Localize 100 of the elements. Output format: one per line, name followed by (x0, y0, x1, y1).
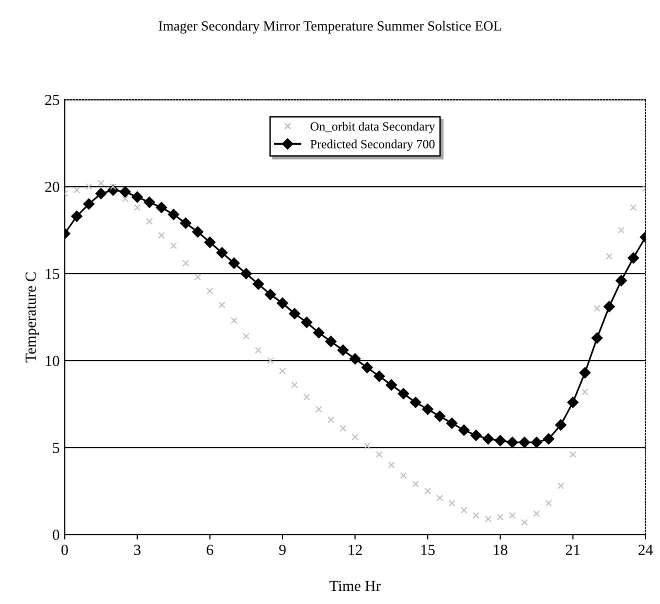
point (120, 186, 131, 198)
point (170, 242, 177, 250)
point (518, 436, 530, 448)
point (362, 362, 373, 374)
point (352, 434, 358, 440)
point (240, 268, 252, 280)
point (230, 317, 238, 324)
y-tick-label: 15 (46, 268, 60, 280)
point (618, 226, 625, 234)
y-tick-label: 5 (53, 442, 60, 454)
y-tick-label: 0 (52, 530, 60, 540)
x-tick-label: 9 (279, 544, 286, 556)
y-tick-label: 10 (46, 356, 60, 366)
point (582, 388, 588, 396)
point (400, 472, 407, 479)
point (279, 368, 286, 374)
point (71, 210, 82, 222)
point (328, 416, 334, 424)
point (204, 236, 216, 248)
point (530, 436, 542, 448)
point (446, 418, 458, 429)
point (144, 196, 155, 208)
y-tick-label: 25 (45, 94, 60, 106)
legend-label: On_orbit data Secondary (310, 122, 436, 134)
point (436, 494, 444, 502)
point (628, 252, 639, 264)
point (424, 488, 432, 494)
point (303, 394, 310, 400)
point (146, 218, 153, 225)
y-tick-label: 20 (45, 182, 60, 192)
point (340, 425, 346, 432)
x-tick-label: 3 (134, 544, 141, 556)
point (156, 202, 168, 214)
point (386, 379, 397, 391)
x-tick-label: 6 (206, 544, 214, 556)
point (206, 288, 214, 294)
point (579, 367, 591, 378)
point (182, 260, 190, 267)
point (496, 514, 504, 520)
point (509, 512, 516, 519)
point (616, 274, 627, 286)
point (557, 482, 564, 490)
point (364, 442, 371, 450)
y-axis-title: Temperature C (26, 272, 39, 362)
x-tick-label: 12 (348, 544, 362, 555)
point (506, 436, 518, 448)
point (132, 191, 143, 203)
point (194, 274, 202, 280)
point (122, 195, 129, 202)
point (313, 327, 324, 338)
point (630, 204, 637, 211)
point (591, 332, 603, 344)
x-tick-label: 21 (566, 544, 580, 555)
point (301, 316, 312, 328)
point (349, 353, 361, 364)
point (472, 512, 480, 519)
point (264, 288, 276, 300)
point (374, 370, 385, 382)
x-tick-label: 24 (638, 544, 653, 555)
point (555, 419, 566, 431)
point (482, 433, 494, 444)
point (158, 232, 165, 239)
point (412, 480, 419, 488)
point (484, 516, 492, 522)
point (567, 396, 578, 408)
point (545, 500, 552, 507)
point (533, 510, 540, 517)
point (98, 180, 104, 186)
point (325, 336, 336, 348)
x-tick-label: 0 (61, 544, 68, 556)
point (470, 430, 482, 441)
legend-label: Predicted Secondary 700 (310, 140, 435, 151)
point (288, 308, 300, 320)
point (543, 433, 554, 444)
point (216, 247, 228, 258)
point (422, 404, 434, 415)
chart-title: Imager Secondary Mirror Temperature Summer Solstice EOL (158, 20, 501, 34)
point (604, 301, 615, 312)
point (228, 258, 240, 269)
point (276, 298, 288, 309)
point (570, 451, 576, 458)
point (606, 252, 613, 260)
point (291, 382, 298, 388)
point (388, 462, 395, 468)
point (458, 424, 470, 436)
point (315, 406, 322, 413)
point (376, 451, 383, 458)
point (494, 435, 506, 446)
point (218, 302, 226, 308)
x-tick-label: 18 (494, 544, 508, 556)
x-tick-label: 15 (421, 544, 435, 556)
x-axis-title: Time Hr (330, 580, 381, 592)
point (242, 332, 250, 340)
point (73, 186, 80, 194)
point (521, 519, 528, 526)
point (86, 183, 92, 190)
point (448, 500, 456, 507)
point (254, 346, 262, 354)
point (83, 198, 94, 210)
point (180, 218, 192, 229)
